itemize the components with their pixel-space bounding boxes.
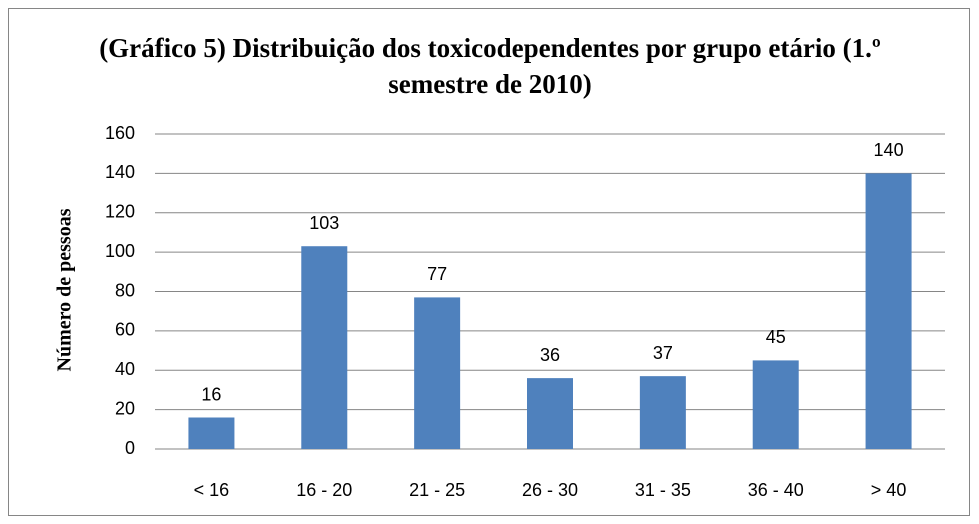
bar (865, 173, 912, 449)
value-label: 140 (874, 140, 904, 160)
y-tick-label: 140 (105, 162, 135, 182)
y-tick-label: 60 (115, 320, 135, 340)
y-tick-label: 80 (115, 280, 135, 300)
x-tick-label: < 16 (194, 480, 230, 500)
chart-title: (Gráfico 5) Distribuição dos toxicodepen… (99, 33, 881, 99)
x-tick-label: 26 - 30 (522, 480, 578, 500)
x-tick-label: 31 - 35 (635, 480, 691, 500)
y-tick-label: 20 (115, 398, 135, 418)
bar (301, 246, 348, 449)
value-label: 103 (309, 213, 339, 233)
value-label: 77 (427, 264, 447, 284)
value-label: 16 (201, 384, 221, 404)
y-tick-label: 0 (125, 438, 135, 458)
x-tick-label: 16 - 20 (296, 480, 352, 500)
value-label: 36 (540, 345, 560, 365)
y-tick-label: 120 (105, 202, 135, 222)
value-label: 45 (766, 327, 786, 347)
bar (752, 360, 799, 449)
bar (414, 297, 461, 449)
bar (188, 417, 235, 449)
bar (639, 376, 686, 449)
bar (527, 378, 573, 449)
x-tick-label: 21 - 25 (409, 480, 465, 500)
x-tick-label: 36 - 40 (748, 480, 804, 500)
y-tick-label: 100 (105, 241, 135, 261)
y-tick-label: 40 (115, 359, 135, 379)
value-label: 37 (653, 343, 673, 363)
y-tick-label: 160 (105, 123, 135, 143)
chart-border (8, 8, 970, 516)
y-axis-label: Número de pessoas (54, 208, 76, 371)
x-tick-label: > 40 (871, 480, 907, 500)
